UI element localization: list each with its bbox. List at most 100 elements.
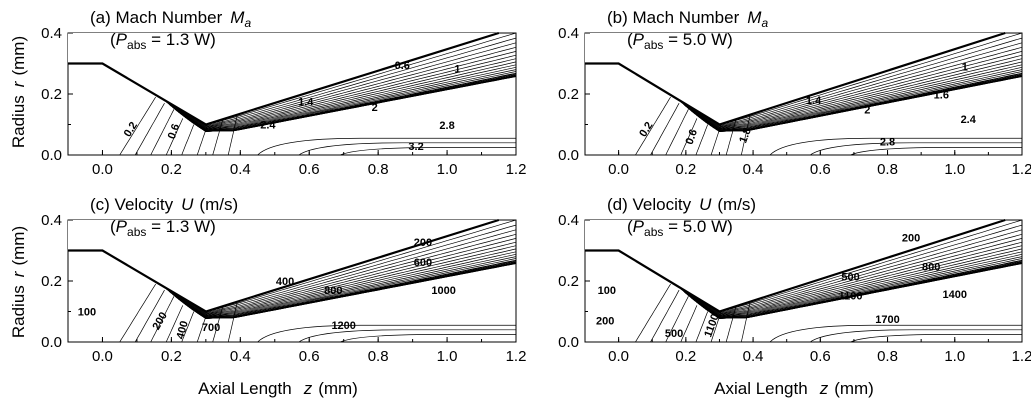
contour-label: 2.8 <box>439 120 454 132</box>
x-tick-label: 0.6 <box>299 161 320 178</box>
contour-lines <box>68 33 516 155</box>
contour-label: 3.2 <box>408 141 423 153</box>
x-tick-label: 0.0 <box>608 161 629 178</box>
y-tick-label: 0.0 <box>41 147 62 164</box>
nozzle-wall <box>585 218 1006 313</box>
contour-line <box>136 238 516 316</box>
contour-line <box>652 58 1022 130</box>
x-tick-label: 0.8 <box>877 161 898 178</box>
contour-label: 1 <box>962 62 968 74</box>
contour-line <box>181 311 195 342</box>
contour-label: 500 <box>841 271 859 283</box>
x-tick-label: 1.0 <box>944 348 965 365</box>
contour-label: 1200 <box>331 320 355 332</box>
contour-line <box>740 109 752 155</box>
panel-title: (b) Mach Number Ma <box>607 8 768 30</box>
x-tick-label: 0.4 <box>743 348 764 365</box>
contour-line <box>635 96 671 155</box>
contour-line <box>652 245 1022 317</box>
y-tick-label: 0.4 <box>558 25 579 42</box>
contour-line <box>136 233 516 315</box>
contour-line <box>257 324 516 342</box>
power-label: (Pabs = 5.0 W) <box>627 217 733 239</box>
contour-label: 800 <box>324 285 342 297</box>
contour-line <box>810 329 1022 342</box>
contour-line <box>136 224 516 314</box>
panel-title: (c) Velocity U (m/s) <box>90 195 238 214</box>
y-tick-label: 0.0 <box>558 334 579 351</box>
contour-label: 400 <box>276 276 294 288</box>
contour-line <box>165 305 184 342</box>
contour-label: 400 <box>175 320 191 341</box>
x-tick-label: 0.2 <box>161 348 182 365</box>
contour-line <box>136 229 516 315</box>
x-tick-label: 0.0 <box>608 348 629 365</box>
contour-label: 600 <box>414 257 432 269</box>
x-tick-label: 0.4 <box>230 161 251 178</box>
panel-title: (a) Mach Number Ma <box>90 8 251 30</box>
contour-line <box>652 229 1022 315</box>
contour-line <box>665 109 689 155</box>
y-tick-label: 0.0 <box>558 147 579 164</box>
contour-label: 0.6 <box>395 60 410 72</box>
x-tick-label: 0.6 <box>299 348 320 365</box>
contour-label: 800 <box>922 261 940 273</box>
contour-line <box>136 54 516 129</box>
contour-label: 200 <box>902 232 920 244</box>
contour-line <box>298 142 516 155</box>
contour-label: 700 <box>202 322 220 334</box>
contour-line <box>340 334 516 342</box>
contour-label: 1400 <box>943 289 967 301</box>
power-label: (Pabs = 5.0 W) <box>627 30 733 52</box>
panel-b: 0.2 0.6 1 1.4 1.6 2 2.4 1.8 2.8 0.0 0.2 0.4 0.6 0.8 1.… <box>558 8 1031 178</box>
contour-label: 0.2 <box>122 120 140 139</box>
x-tick-label: 0.6 <box>810 348 831 365</box>
contour-lines <box>68 220 516 342</box>
contour-label: 0.6 <box>166 122 183 140</box>
contour-label: 1 <box>454 64 460 76</box>
x-tick-label: 1.0 <box>437 348 458 365</box>
contour-line <box>340 147 516 155</box>
contour-line <box>652 238 1022 316</box>
outside-mask <box>68 220 516 312</box>
contour-line <box>136 51 516 129</box>
contour-line <box>652 37 1022 127</box>
contour-line <box>212 115 225 155</box>
contour-line <box>850 147 1022 155</box>
panel-c: 100 200 400 700 200 400 600 800 1000 1200 0.0 0.2 0.… <box>41 195 526 365</box>
xlabel-left: Axial Length z (mm) <box>198 379 358 398</box>
x-tick-label: 0.8 <box>368 348 389 365</box>
contour-label: 1100 <box>702 312 721 339</box>
contour-line <box>650 289 680 342</box>
power-label: (Pabs = 1.3 W) <box>110 30 216 52</box>
contour-label: 1.8 <box>737 126 754 144</box>
contour-line <box>652 233 1022 315</box>
contour-line <box>652 46 1022 128</box>
x-tick-label: 0.2 <box>675 348 696 365</box>
y-tick-label: 0.2 <box>558 86 579 103</box>
contour-line <box>196 308 209 342</box>
panel-d: 100 200 500 1100 200 500 800 1100 1400 1700 0.0 0.2… <box>558 195 1031 365</box>
panel-a: 0.2 0.6 0.6 1 1.4 2 2.4 2.8 3.2 0.0 0.2 0.4 0.6 0.8 1.… <box>41 8 526 178</box>
contour-line <box>695 124 709 155</box>
contour-line <box>680 118 698 155</box>
xlabel-right: Axial Length z (mm) <box>714 379 874 398</box>
contour-label: 200 <box>596 316 614 328</box>
x-tick-label: 0.4 <box>743 161 764 178</box>
contour-line <box>635 283 671 342</box>
x-tick-label: 1.2 <box>506 161 527 178</box>
outside-mask <box>68 33 516 125</box>
x-tick-label: 1.2 <box>1012 348 1031 365</box>
contour-line <box>196 121 209 155</box>
contour-line <box>136 245 516 317</box>
contour-line <box>769 137 1022 155</box>
contour-line <box>740 296 752 342</box>
contour-line <box>136 241 516 316</box>
contour-line <box>181 124 195 155</box>
contour-line <box>725 115 738 155</box>
contour-line <box>652 42 1022 128</box>
contour-label: 1000 <box>431 285 455 297</box>
contour-label: 1.4 <box>806 95 822 107</box>
contour-line <box>119 96 156 155</box>
contour-line <box>136 42 516 128</box>
